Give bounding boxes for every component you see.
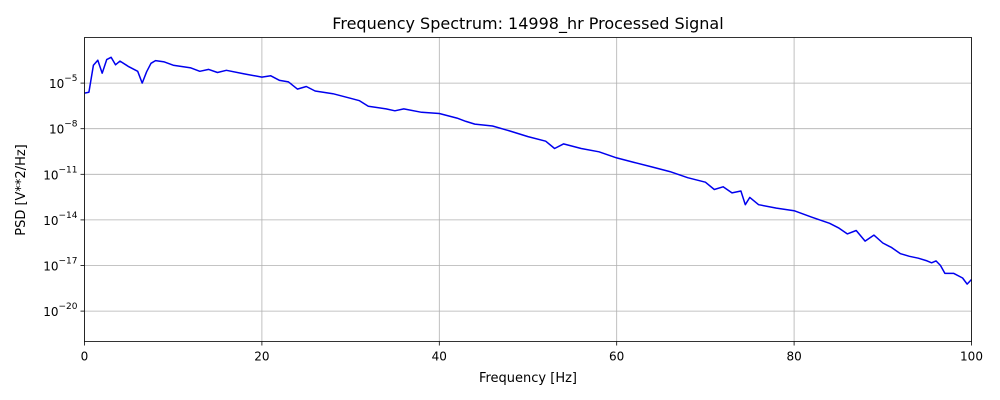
y-tick-label: 10−20 [43,302,78,319]
y-tick-label: 10−14 [43,211,78,228]
x-tick-label: 20 [254,350,269,364]
y-tick-label: 10−5 [49,74,78,91]
psd-series-line [84,56,973,285]
ticks: 0 20 40 60 80 100 10−20 10−17 10−14 10−11 10−8 10−5 [43,74,983,363]
series-layer [84,56,973,285]
chart-title: Frequency Spectrum: 14998_hr Processed S… [332,14,723,34]
y-tick-label: 10−8 [49,120,78,137]
y-tick-label: 10−17 [43,257,77,274]
y-tick-label: 10−11 [43,165,77,182]
x-tick-label: 100 [960,350,983,364]
x-tick-label: 80 [786,350,801,364]
x-tick-label: 40 [432,350,447,364]
x-axis-label: Frequency [Hz] [479,371,577,386]
x-tick-label: 60 [609,350,624,364]
plot-frame [84,37,972,342]
x-tick-label: 0 [81,350,89,364]
y-axis-label: PSD [V**2/Hz] [14,144,29,236]
